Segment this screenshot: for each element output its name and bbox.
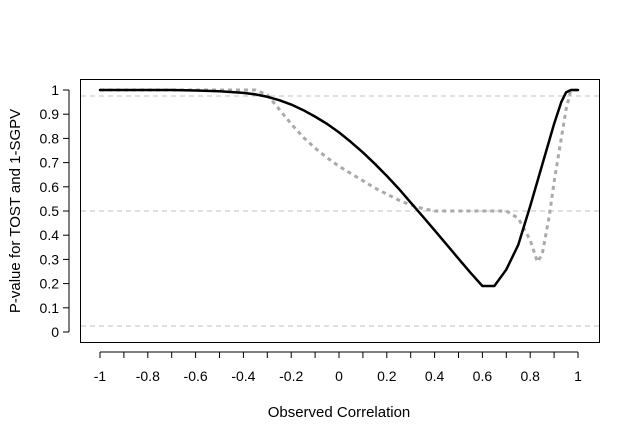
y-tick-label: 0.2 — [40, 276, 60, 292]
x-tick-label: 0.8 — [520, 368, 540, 384]
x-tick-label: -1 — [94, 368, 107, 384]
x-tick-label: 0.4 — [425, 368, 445, 384]
x-tick-label: -0.6 — [184, 368, 208, 384]
y-tick-label: 0 — [51, 324, 59, 340]
y-tick-label: 0.4 — [40, 227, 60, 243]
y-tick-label: 0.1 — [40, 300, 60, 316]
y-tick-label: 0.8 — [40, 130, 60, 146]
y-tick-label: 0.6 — [40, 179, 60, 195]
x-tick-label: -0.8 — [136, 368, 160, 384]
series-line-tost — [98, 88, 580, 288]
y-axis-label: P-value for TOST and 1-SGPV — [7, 109, 24, 313]
series-layer — [98, 88, 580, 288]
x-tick-label: 1 — [574, 368, 582, 384]
y-tick-label: 1 — [51, 82, 59, 98]
y-tick-label: 0.3 — [40, 251, 60, 267]
x-axis-label: Observed Correlation — [268, 404, 411, 421]
x-tick-label: 0.2 — [377, 368, 397, 384]
y-axis: 0 0.1 0.2 0.3 0.4 0.5 0.6 0.7 0.8 0.9 1 — [40, 82, 70, 340]
x-tick-label: -0.4 — [231, 368, 255, 384]
plot-frame — [80, 79, 600, 343]
series-line-sgpv — [100, 88, 578, 264]
y-tick-label: 0.5 — [40, 203, 60, 219]
x-tick-label: 0 — [335, 368, 343, 384]
x-tick-label: -0.2 — [279, 368, 303, 384]
x-axis: -1 -0.8 -0.6 -0.4 -0.2 0 0.2 0.4 0.6 0.8 1 — [94, 351, 582, 384]
x-tick-label: 0.6 — [473, 368, 493, 384]
y-tick-label: 0.9 — [40, 106, 60, 122]
y-tick-label: 0.7 — [40, 155, 60, 171]
